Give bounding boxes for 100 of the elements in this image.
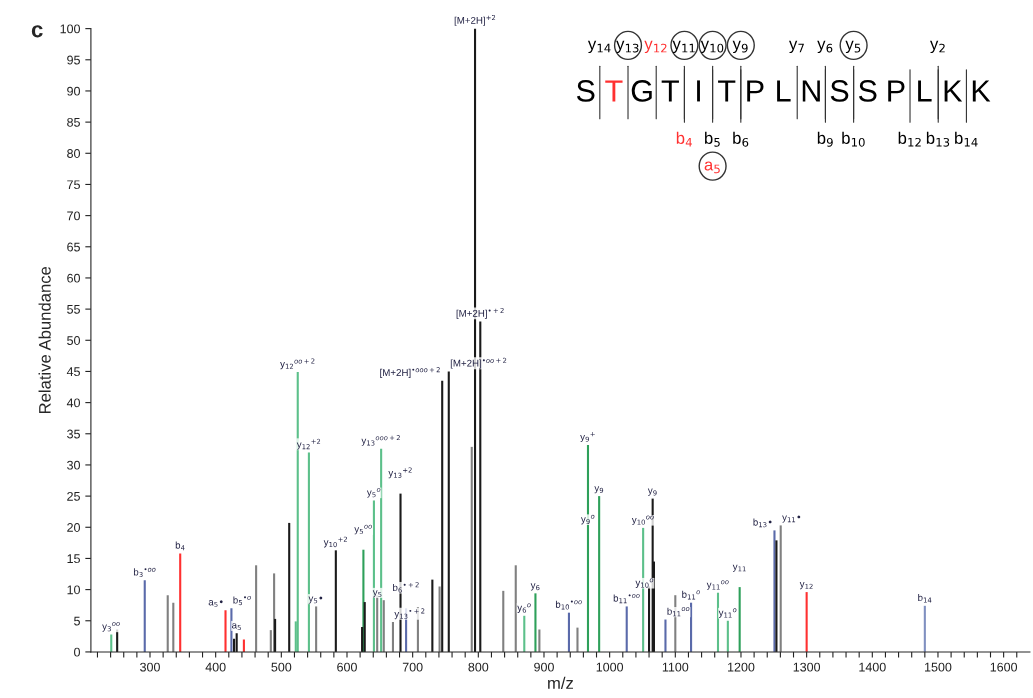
bar — [576, 627, 579, 652]
annotation: b$_{4}$ — [175, 541, 185, 551]
bar — [779, 525, 782, 652]
annotation: y$_{3}$$^{oo}$ — [102, 622, 120, 632]
bar — [179, 553, 182, 652]
y-tick-label: 65 — [67, 242, 80, 252]
annotation: a$_{5}$• — [208, 600, 223, 608]
bar — [586, 444, 590, 652]
annotation: b$_{13}$ — [926, 131, 950, 147]
bar — [534, 593, 537, 652]
y-tick-label: 80 — [67, 149, 80, 158]
annotation: S — [576, 80, 595, 102]
annotation: y$_{13}$$^{•+2}$ — [394, 608, 425, 620]
x-tick-label: 900 — [534, 662, 554, 672]
annotation: b$_{11}$$^{oo}$ — [667, 607, 690, 617]
annotation: y$_{13}$ — [616, 40, 639, 54]
annotation: y$_{5}$ — [845, 40, 861, 54]
x-tick-label: 1300 — [793, 662, 821, 672]
annotation: y$_{10}$$^{o}$ — [635, 578, 654, 588]
bar — [502, 590, 505, 652]
x-tick-label: 300 — [140, 662, 160, 672]
annotation: y$_{5}$$^{o}$ — [366, 488, 381, 498]
x-tick-label: 1200 — [728, 662, 755, 672]
y-tick-label: 40 — [66, 398, 80, 408]
annotation: b$_{12}$ — [898, 131, 921, 147]
annotation: y$_{13}$$^{+2}$ — [388, 467, 412, 479]
annotation: y$_{9}$$^{+}$ — [580, 432, 595, 443]
x-tick-label: 1100 — [662, 662, 689, 672]
y-tick-label: 15 — [67, 554, 80, 564]
annotation: b$_{6}$$^{•+2}$ — [393, 582, 419, 593]
annotation: y$_{9}$ — [594, 486, 604, 494]
bar — [382, 600, 385, 652]
bar — [690, 602, 693, 652]
bar — [567, 612, 570, 652]
bar — [805, 592, 808, 652]
annotation: y$_{11}$• — [782, 515, 801, 523]
annotation: b$_{10}$$^{•oo}$ — [555, 600, 582, 610]
bar — [773, 530, 776, 652]
annotation: y$_{11}$ — [672, 40, 695, 54]
annotation: y$_{12}$$^{oo+2}$ — [280, 358, 315, 370]
y-tick-label: 95 — [67, 55, 80, 65]
annotation: b$_{14}$ — [918, 593, 932, 603]
annotation: b$_{11}$$^{o}$ — [682, 590, 700, 600]
y-tick-label: 5 — [74, 616, 80, 626]
x-axis-title: m/z — [548, 676, 573, 690]
annotation: G — [631, 80, 652, 102]
x-tick-label: 1600 — [990, 662, 1018, 672]
annotation: y$_{6}$ — [817, 40, 833, 54]
y-tick-label: 70 — [67, 211, 80, 221]
annotation: y$_{12}$ — [644, 40, 667, 54]
annotation: [M+2H]$^{•ooo+2}$ — [380, 367, 440, 378]
annotation: S — [830, 80, 849, 102]
annotation: b$_{4}$ — [676, 131, 692, 147]
annotation: P — [888, 80, 905, 102]
y-tick-label: 20 — [67, 523, 80, 532]
x-tick-label: 500 — [271, 662, 292, 672]
annotation: y$_{10}$$^{+2}$ — [323, 536, 347, 548]
bar — [143, 580, 146, 652]
annotation: P — [747, 80, 764, 102]
annotation: y$_{10}$ — [700, 40, 724, 54]
annotation: y$_{7}$ — [789, 40, 804, 54]
annotation: [M+2H]$^{•+2}$ — [456, 307, 504, 319]
annotation: a$_{5}$ — [704, 161, 720, 174]
y-tick-label: 10 — [67, 585, 80, 595]
annotation: b$_{13}$• — [753, 518, 772, 528]
annotation: [M+2H]$^{•oo+2}$ — [450, 357, 507, 369]
bar — [307, 452, 310, 652]
bar — [255, 565, 258, 652]
annotation: y$_{6}$$^{o}$ — [517, 603, 531, 613]
annotation: L — [777, 80, 791, 102]
y-tick-label: 45 — [66, 367, 80, 377]
annotation: K — [944, 80, 963, 102]
annotation: y$_{12}$$^{+2}$ — [296, 438, 321, 450]
bar — [514, 565, 517, 652]
x-tick-label: 1500 — [925, 662, 952, 672]
annotation: L — [918, 80, 932, 102]
bar — [391, 622, 395, 652]
bar — [664, 619, 667, 652]
bar — [438, 586, 441, 652]
annotation: T — [605, 80, 623, 102]
x-tick-label: 800 — [468, 662, 489, 672]
annotation: K — [972, 80, 991, 102]
annotation: y$_{12}$ — [799, 582, 813, 590]
bar — [470, 446, 473, 652]
annotation: y$_{13}$$^{ooo+2}$ — [361, 435, 400, 446]
annotation: y$_{6}$ — [530, 583, 540, 591]
y-tick-label: 60 — [67, 273, 80, 283]
x-tick-label: 600 — [337, 662, 357, 672]
y-tick-label: 50 — [67, 336, 80, 345]
annotation: y$_{9}$ — [647, 488, 657, 496]
annotation: y$_{9}$ — [732, 40, 748, 54]
annotation: b$_{10}$ — [842, 131, 865, 147]
annotation: S — [858, 80, 877, 102]
annotation: T — [661, 80, 679, 102]
annotation: [M+2H]$^{+2}$ — [454, 14, 496, 26]
bar — [172, 602, 175, 652]
text: c — [31, 25, 43, 38]
annotation: T — [718, 80, 736, 102]
y-tick-label: 90 — [67, 86, 80, 96]
bar — [242, 639, 245, 652]
